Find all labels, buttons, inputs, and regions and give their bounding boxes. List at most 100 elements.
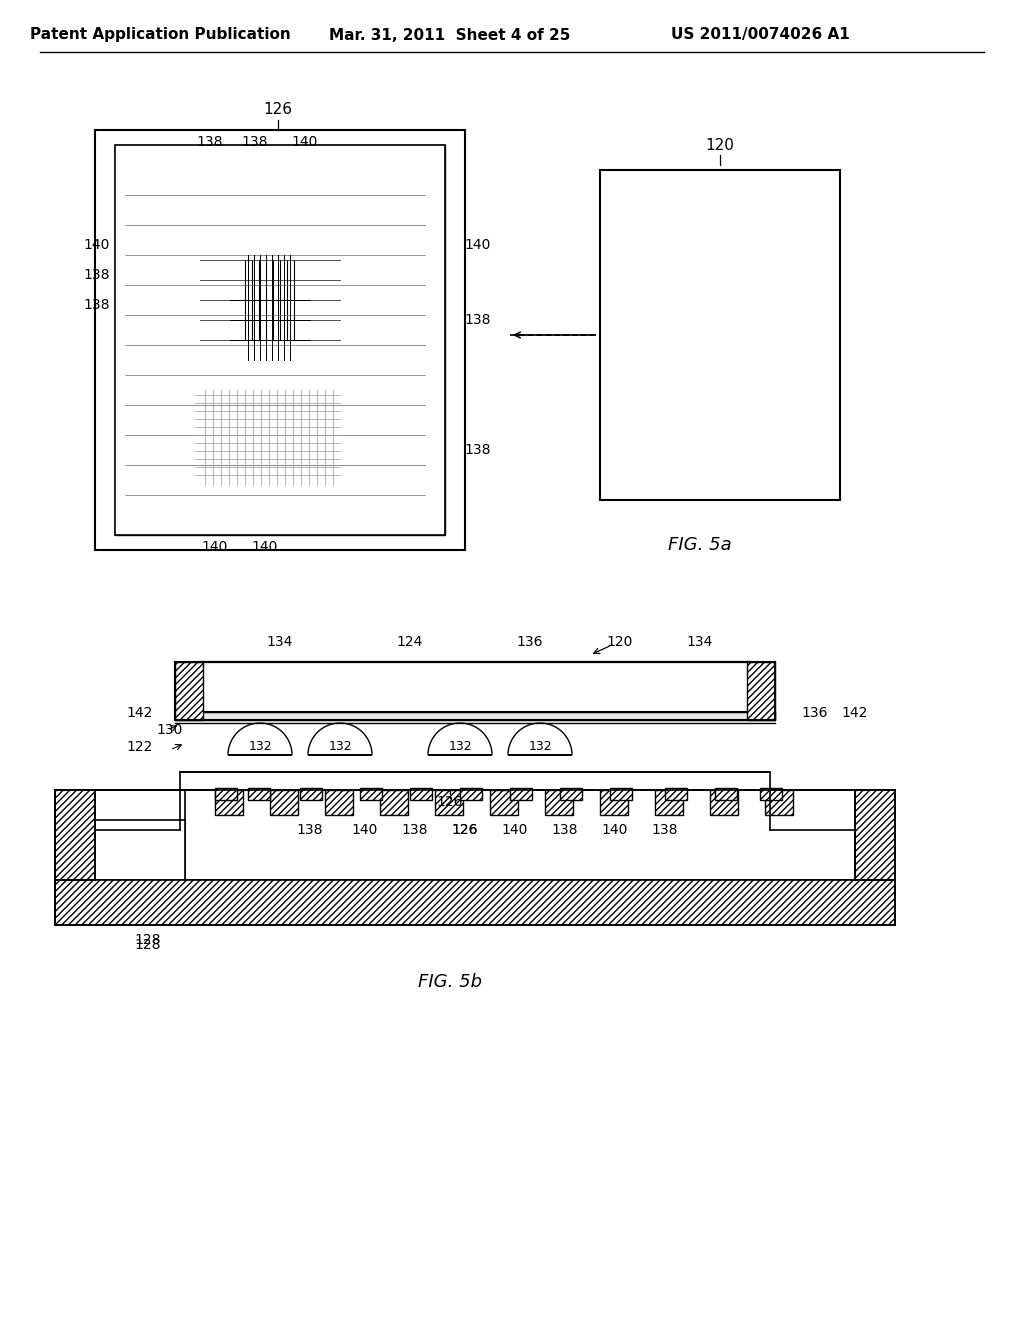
Circle shape (188, 193, 193, 197)
Circle shape (336, 189, 339, 191)
Circle shape (163, 433, 167, 437)
Circle shape (313, 193, 317, 197)
Circle shape (313, 253, 317, 257)
Circle shape (349, 189, 352, 191)
Circle shape (388, 433, 392, 437)
Circle shape (238, 253, 242, 257)
Circle shape (154, 170, 157, 173)
Bar (410, 788, 432, 800)
Circle shape (238, 189, 241, 191)
Circle shape (413, 492, 417, 498)
Circle shape (238, 374, 242, 378)
Bar (180, 772, 770, 789)
Bar (610, 788, 632, 800)
Text: 126: 126 (437, 795, 463, 809)
Text: 140: 140 (202, 540, 228, 554)
Circle shape (210, 170, 213, 173)
Circle shape (322, 189, 325, 191)
Circle shape (213, 193, 217, 197)
Circle shape (138, 223, 142, 227)
Circle shape (163, 223, 167, 227)
Circle shape (188, 433, 193, 437)
Circle shape (294, 170, 297, 173)
Circle shape (263, 433, 267, 437)
Text: 138: 138 (465, 444, 492, 457)
Circle shape (263, 403, 267, 407)
Circle shape (188, 313, 193, 317)
Text: 126: 126 (263, 103, 293, 117)
Circle shape (413, 282, 417, 286)
Bar (55, 880, 895, 925)
Bar (55, 789, 185, 880)
Bar (545, 789, 573, 814)
Text: 140: 140 (292, 135, 318, 149)
Circle shape (213, 223, 217, 227)
Circle shape (322, 170, 325, 173)
Circle shape (163, 492, 167, 498)
Text: 124: 124 (397, 635, 423, 649)
Text: 140: 140 (252, 540, 279, 554)
Circle shape (313, 313, 317, 317)
Circle shape (138, 343, 142, 347)
Circle shape (126, 189, 128, 191)
Circle shape (263, 492, 267, 498)
Circle shape (139, 170, 142, 173)
Circle shape (326, 162, 330, 168)
Circle shape (313, 223, 317, 227)
Text: 138: 138 (552, 822, 579, 837)
Text: 138: 138 (197, 135, 223, 149)
Bar (760, 788, 782, 800)
Circle shape (364, 170, 367, 173)
Circle shape (413, 374, 417, 378)
Circle shape (154, 189, 157, 191)
Bar (55, 789, 895, 880)
Circle shape (338, 433, 342, 437)
Circle shape (313, 492, 317, 498)
Circle shape (344, 162, 348, 168)
Circle shape (188, 374, 193, 378)
Bar (175, 663, 203, 719)
Text: 136: 136 (517, 635, 544, 649)
Bar (215, 789, 243, 814)
Bar (765, 789, 793, 814)
Circle shape (288, 492, 292, 498)
Circle shape (362, 313, 367, 317)
Circle shape (280, 170, 283, 173)
Circle shape (288, 282, 292, 286)
Circle shape (163, 403, 167, 407)
Circle shape (138, 374, 142, 378)
Bar (55, 880, 895, 925)
Circle shape (391, 170, 394, 173)
Text: 120: 120 (607, 635, 633, 649)
Text: 138: 138 (242, 135, 268, 149)
Circle shape (213, 282, 217, 286)
Bar (710, 789, 738, 814)
Circle shape (188, 253, 193, 257)
Text: 142: 142 (842, 706, 868, 719)
Circle shape (362, 223, 367, 227)
Bar (325, 789, 353, 814)
Circle shape (413, 313, 417, 317)
Bar (95, 820, 185, 880)
Text: 126: 126 (452, 822, 478, 837)
Circle shape (288, 343, 292, 347)
Circle shape (288, 313, 292, 317)
Circle shape (416, 162, 420, 168)
Text: 140: 140 (602, 822, 628, 837)
Circle shape (168, 170, 171, 173)
Text: 138: 138 (651, 822, 678, 837)
Circle shape (338, 282, 342, 286)
Circle shape (138, 253, 142, 257)
Bar (55, 789, 95, 880)
Circle shape (413, 343, 417, 347)
Text: 134: 134 (687, 635, 713, 649)
Circle shape (349, 170, 352, 173)
Circle shape (388, 492, 392, 498)
Bar (55, 880, 895, 925)
Text: FIG. 5a: FIG. 5a (669, 536, 732, 554)
Circle shape (362, 162, 366, 168)
Circle shape (163, 313, 167, 317)
Circle shape (288, 374, 292, 378)
Circle shape (338, 313, 342, 317)
Circle shape (362, 403, 367, 407)
